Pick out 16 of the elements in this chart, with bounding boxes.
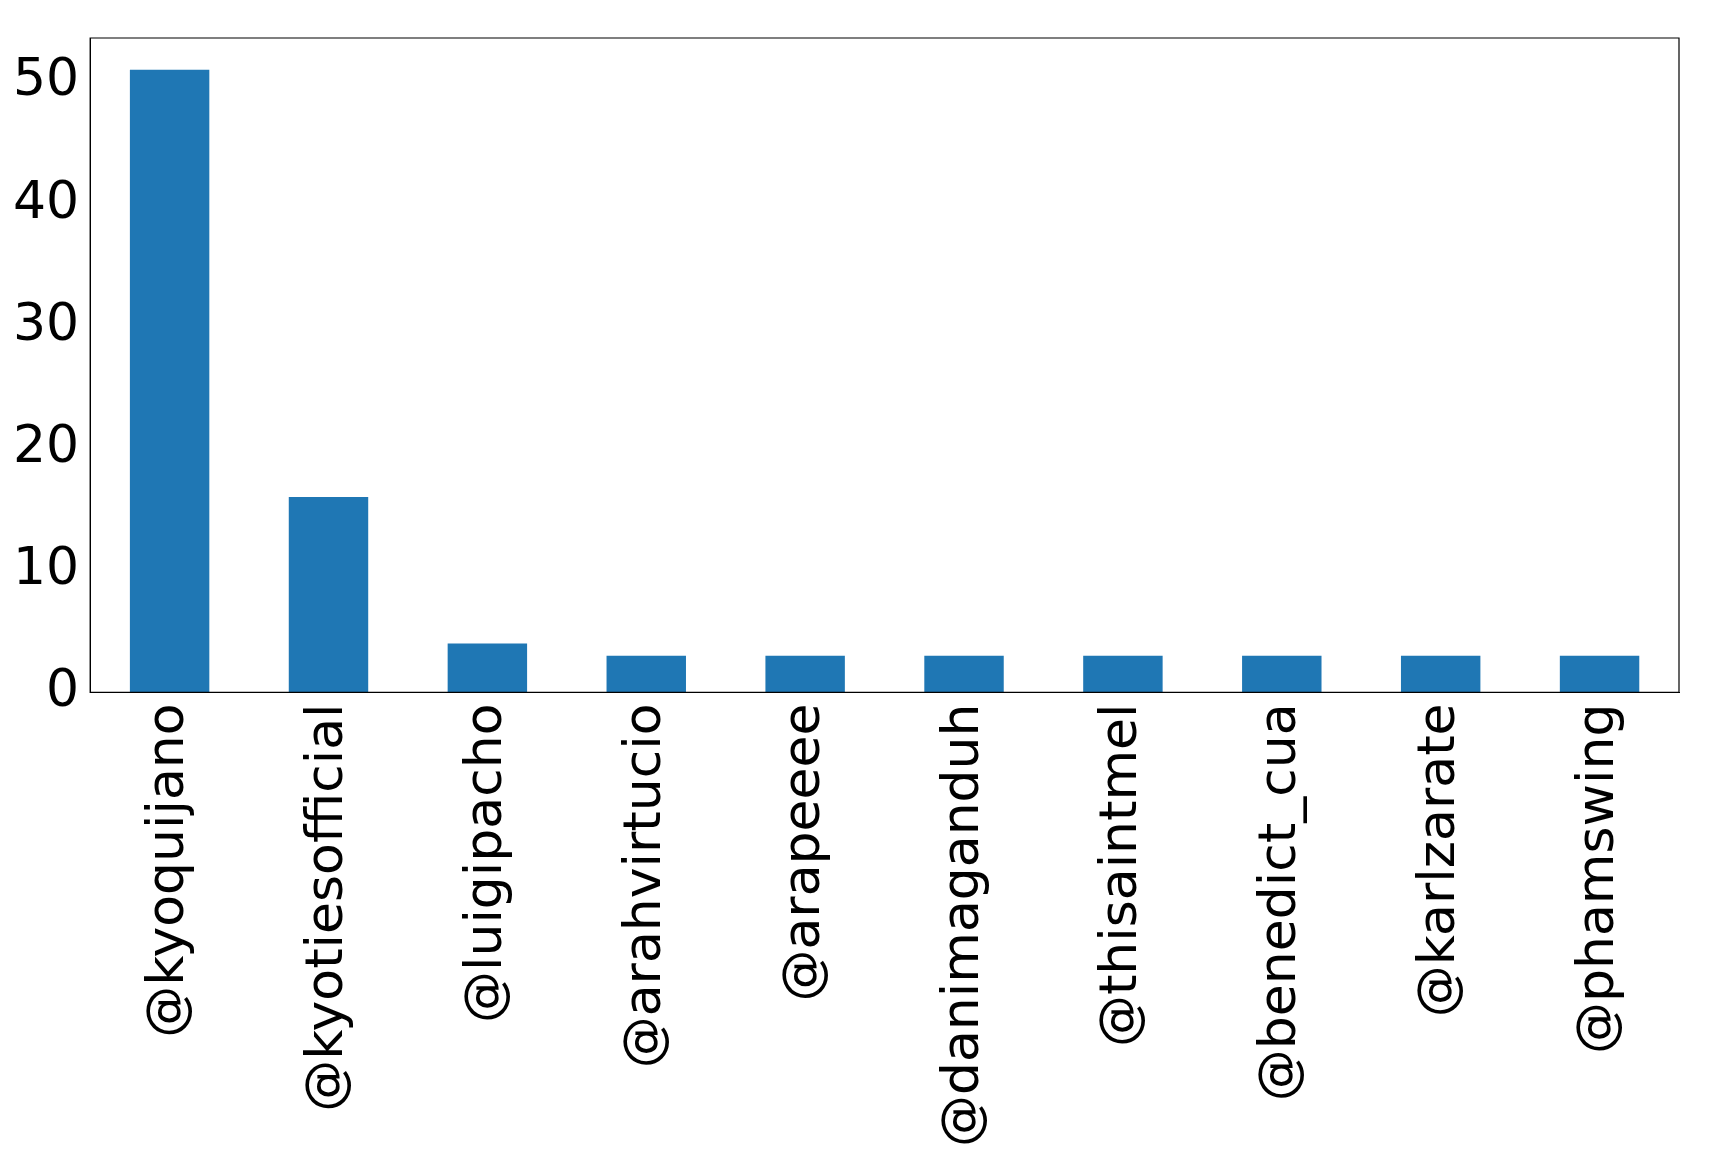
y-tick-label: 30 [13,291,80,352]
x-tick-label: @luigipacho [452,703,513,1023]
x-tick-label: @phamswing [1565,703,1626,1054]
x-tick-label: @danimaganduh [929,703,990,1148]
y-tick-label: 40 [13,169,80,230]
x-tick-label: @kyotiesofficial [294,703,355,1112]
y-tick-label: 0 [46,657,80,718]
y-tick-label: 50 [13,47,80,108]
x-tick-label: @thisaintmel [1088,703,1149,1048]
x-tick-label: @arapeeee [770,703,831,1002]
x-tick-label: @kyoquijano [135,703,196,1038]
x-tick-label: @benedict_cua [1247,703,1308,1102]
y-tick-label: 20 [13,413,80,474]
y-tick-label: 10 [13,535,80,596]
x-tick-label: @arahvirtucio [611,703,672,1069]
x-tick-label: @karlzarate [1406,703,1467,1018]
